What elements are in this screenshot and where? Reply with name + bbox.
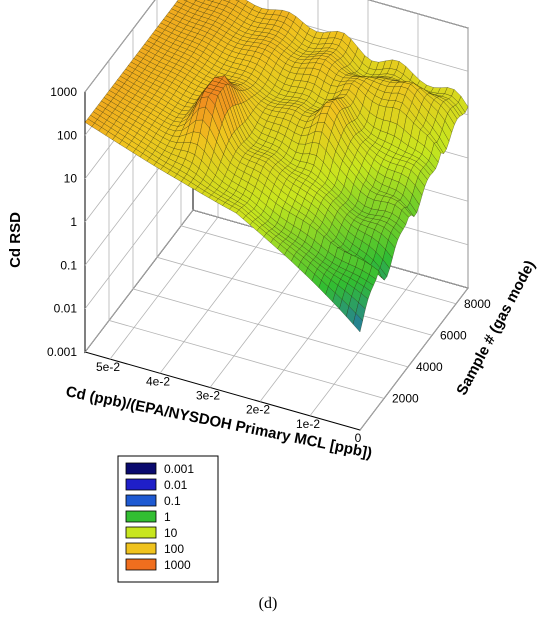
x-tick-label: 4e-2 (146, 374, 170, 388)
legend-label: 100 (164, 542, 184, 556)
z-axis-title: Cd RSD (7, 212, 24, 268)
z-tick-label: 10 (64, 172, 78, 186)
legend-swatch (125, 526, 157, 539)
x-tick-label: 1e-2 (296, 417, 320, 431)
legend-label: 0.01 (164, 478, 188, 492)
tick-labels: 0.001 0.01 0.1 1 10 100 1000 5e-2 4e-2 3e-2 2e-2 1e… (47, 85, 491, 445)
y-tick-label: 2000 (392, 391, 419, 405)
z-tick-label: 0.001 (47, 345, 77, 359)
x-tick-label: 5e-2 (96, 360, 120, 374)
z-tick-label: 0.1 (60, 258, 77, 272)
z-tick-label: 100 (57, 128, 77, 142)
x-gridline (359, 28, 469, 431)
legend: 0.001 0.01 0.1 1 10 100 1000 (117, 455, 219, 583)
z-tick-label: 1 (70, 215, 77, 229)
surface-mesh (84, 0, 469, 333)
x-tick-label: 2e-2 (246, 403, 270, 417)
z-tick-label: 1000 (50, 85, 77, 99)
y-tick-label: 6000 (440, 328, 467, 342)
legend-swatch (125, 494, 157, 507)
legend-swatch (125, 510, 157, 523)
y-tick-label: 8000 (464, 297, 491, 311)
panel-label: (d) (259, 595, 278, 612)
legend-swatch (125, 542, 157, 555)
legend-label: 10 (164, 526, 178, 540)
legend-swatch (125, 478, 157, 491)
legend-label: 1000 (164, 558, 191, 572)
legend-label: 0.001 (164, 462, 194, 476)
legend-swatch (125, 558, 157, 571)
z-tick-label: 0.01 (54, 302, 78, 316)
legend-label: 1 (164, 510, 171, 524)
z-gridline (84, 0, 469, 93)
y-tick-label: 4000 (416, 360, 443, 374)
legend-label: 0.1 (164, 494, 181, 508)
x-tick-label: 0 (355, 431, 362, 445)
x-tick-label: 3e-2 (196, 389, 220, 403)
surface-cell (352, 312, 363, 333)
legend-swatch (125, 462, 157, 475)
y-gridline (108, 60, 385, 399)
